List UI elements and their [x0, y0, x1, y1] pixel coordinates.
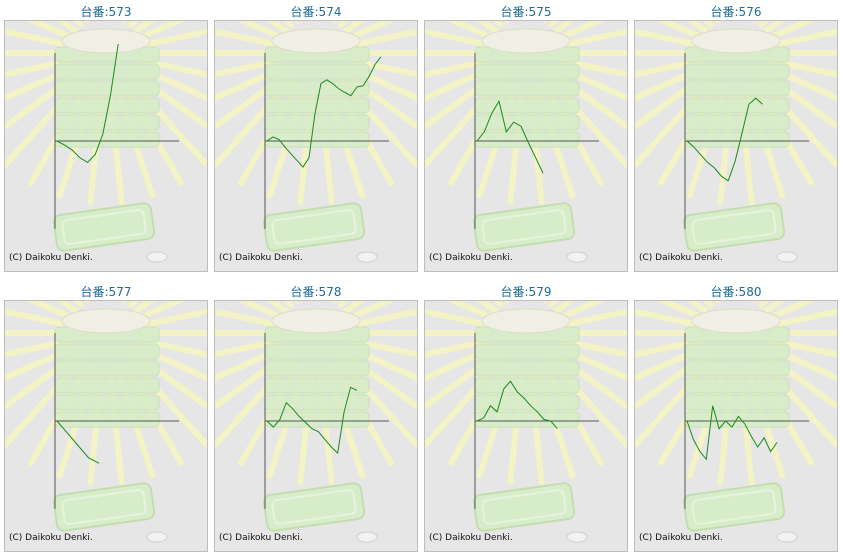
- machine-cell[interactable]: 台番:574 (C) Daikoku Denki.: [212, 0, 420, 277]
- graph-frame: (C) Daikoku Denki.: [634, 300, 838, 552]
- copyright-text: (C) Daikoku Denki.: [639, 533, 723, 543]
- copyright-text: (C) Daikoku Denki.: [429, 253, 513, 263]
- machine-number-label[interactable]: 台番:573: [80, 5, 132, 19]
- data-series-line: [476, 380, 558, 430]
- data-series-line: [686, 405, 778, 461]
- background-illustration: [635, 301, 837, 543]
- machine-number-label[interactable]: 台番:575: [500, 5, 552, 19]
- background-illustration: [425, 301, 627, 543]
- graph-frame: (C) Daikoku Denki.: [4, 20, 208, 272]
- slump-graph: [635, 301, 837, 543]
- background-illustration: [5, 301, 207, 543]
- copyright-text: (C) Daikoku Denki.: [639, 253, 723, 263]
- slump-graph: [425, 301, 627, 543]
- copyright-text: (C) Daikoku Denki.: [9, 253, 93, 263]
- machine-cell[interactable]: 台番:575 (C) Daikoku Denki.: [422, 0, 630, 277]
- copyright-text: (C) Daikoku Denki.: [219, 253, 303, 263]
- machine-cell[interactable]: 台番:579 (C) Daikoku Denki.: [422, 280, 630, 557]
- machine-number-label[interactable]: 台番:579: [500, 285, 552, 299]
- machine-cell[interactable]: 台番:576 (C) Daikoku Denki.: [632, 0, 840, 277]
- slump-graph: [215, 301, 417, 543]
- data-series-line: [476, 99, 544, 174]
- machine-cell[interactable]: 台番:578 (C) Daikoku Denki.: [212, 280, 420, 557]
- slump-graph: [425, 21, 627, 263]
- graph-frame: (C) Daikoku Denki.: [424, 20, 628, 272]
- graph-frame: (C) Daikoku Denki.: [214, 20, 418, 272]
- graph-frame: (C) Daikoku Denki.: [4, 300, 208, 552]
- machine-number-label[interactable]: 台番:576: [710, 5, 762, 19]
- graph-frame: (C) Daikoku Denki.: [424, 300, 628, 552]
- background-illustration: [5, 21, 207, 263]
- machine-number-label[interactable]: 台番:574: [290, 5, 342, 19]
- machine-cell[interactable]: 台番:573 (C) Daikoku Denki.: [2, 0, 210, 277]
- slump-graph: [5, 21, 207, 263]
- graph-frame: (C) Daikoku Denki.: [634, 20, 838, 272]
- slump-graph: [5, 301, 207, 543]
- data-series-line: [56, 44, 119, 164]
- machine-number-label[interactable]: 台番:577: [80, 285, 132, 299]
- machine-cell[interactable]: 台番:580 (C) Daikoku Denki.: [632, 280, 840, 557]
- background-illustration: [425, 21, 627, 263]
- machine-number-label[interactable]: 台番:578: [290, 285, 342, 299]
- data-series-line: [266, 386, 358, 455]
- graph-frame: (C) Daikoku Denki.: [214, 300, 418, 552]
- copyright-text: (C) Daikoku Denki.: [9, 533, 93, 543]
- background-illustration: [215, 301, 417, 543]
- copyright-text: (C) Daikoku Denki.: [429, 533, 513, 543]
- machine-number-label[interactable]: 台番:580: [710, 285, 762, 299]
- data-series-line: [686, 97, 763, 182]
- slump-graph: [635, 21, 837, 263]
- background-illustration: [635, 21, 837, 263]
- data-series-line: [266, 56, 382, 168]
- machine-cell[interactable]: 台番:577 (C) Daikoku Denki.: [2, 280, 210, 557]
- data-series-line: [56, 420, 100, 464]
- slump-graph: [215, 21, 417, 263]
- copyright-text: (C) Daikoku Denki.: [219, 533, 303, 543]
